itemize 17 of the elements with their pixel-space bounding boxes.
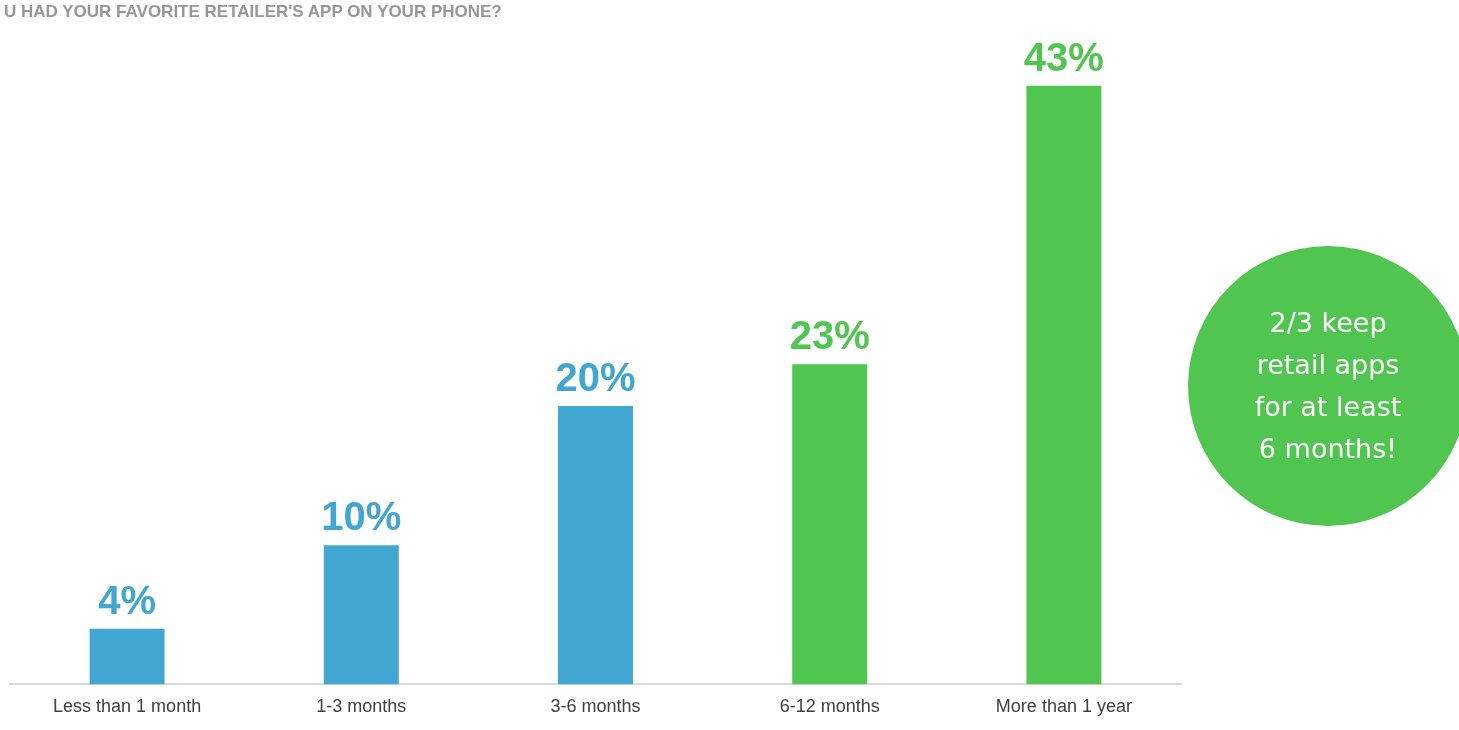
data-label: 20% [555,355,636,400]
x-tick-label: Less than 1 month [53,696,202,717]
text: 2/3 keep retail apps for at least 6 months! [1188,246,1459,526]
chart-title: U HAD YOUR FAVORITE RETAILER'S APP ON YOUR PHONE? [4,2,502,22]
bar [558,406,633,685]
bar [792,364,868,685]
bar [1026,85,1102,685]
x-tick-label: 1-3 months [316,696,407,717]
bar [89,628,165,685]
bar [323,545,399,685]
data-label: 23% [789,313,870,358]
x-tick-label: 6-12 months [779,696,880,717]
x-tick-label: More than 1 year [995,696,1132,717]
x-tick-label: 3-6 months [550,696,641,717]
data-label: 4% [98,577,157,622]
data-label: 43% [1023,34,1104,79]
data-label: 10% [321,494,402,539]
